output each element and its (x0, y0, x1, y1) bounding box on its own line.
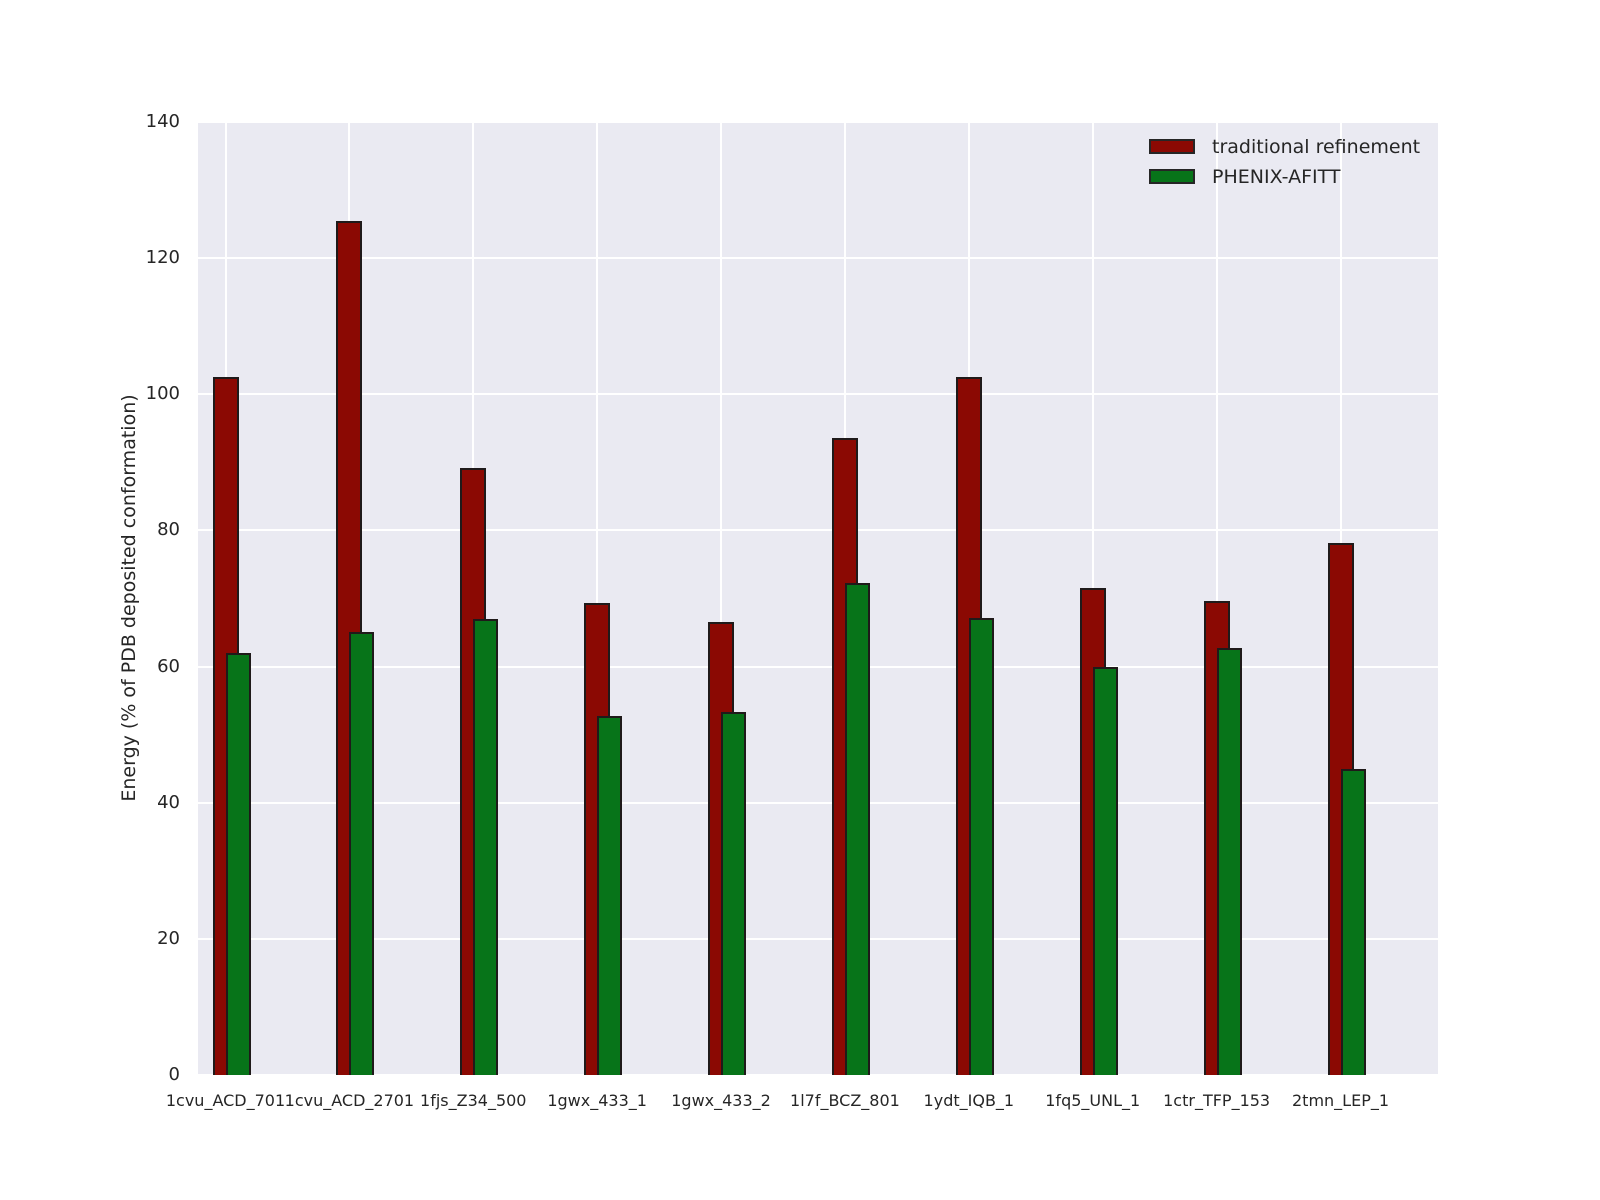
legend: traditional refinement PHENIX-AFITT (1149, 135, 1420, 188)
bar-phenix-afitt-2tmn_LEP_1 (1340, 768, 1366, 1075)
y-tick-label: 120 (145, 247, 180, 269)
legend-swatch-phenix-afitt (1149, 169, 1195, 184)
x-tick-label: 1gwx_433_1 (547, 1091, 647, 1110)
y-gridline (198, 393, 1438, 396)
bar-phenix-afitt-1cvu_ACD_701 (225, 652, 251, 1075)
y-tick-label: 80 (157, 519, 180, 541)
y-tick-label: 20 (157, 927, 180, 949)
y-gridline (198, 937, 1438, 940)
x-tick-label: 2tmn_LEP_1 (1291, 1091, 1390, 1110)
x-gridline (720, 122, 723, 1075)
legend-item-phenix-afitt: PHENIX-AFITT (1149, 165, 1420, 188)
bar-phenix-afitt-1ctr_TFP_153 (1216, 647, 1242, 1075)
legend-item-traditional-refinement: traditional refinement (1149, 135, 1420, 158)
bar-phenix-afitt-1fjs_Z34_500 (473, 618, 499, 1075)
y-gridline (198, 121, 1438, 123)
bar-phenix-afitt-1fq5_UNL_1 (1092, 666, 1118, 1075)
bar-phenix-afitt-1gwx_433_1 (597, 716, 623, 1075)
y-tick-label: 100 (145, 383, 180, 405)
y-tick-label: 60 (157, 655, 180, 677)
x-tick-label: 1cvu_ACD_2701 (284, 1091, 415, 1110)
y-axis-label: Energy (% of PDB deposited conformation) (118, 394, 140, 802)
y-gridline (198, 801, 1438, 804)
x-tick-label: 1fjs_Z34_500 (420, 1091, 527, 1110)
x-tick-label: 1ctr_TFP_153 (1163, 1091, 1271, 1110)
plot-area (198, 121, 1438, 1076)
y-gridline (198, 257, 1438, 260)
x-tick-label: 1gwx_433_2 (671, 1091, 771, 1110)
y-tick-label: 0 (168, 1064, 180, 1085)
bar-phenix-afitt-1l7f_BCZ_801 (844, 582, 870, 1075)
bar-phenix-afitt-1ydt_IQB_1 (968, 617, 994, 1075)
x-tick-label: 1fq5_UNL_1 (1045, 1091, 1141, 1110)
y-tick-label: 140 (145, 111, 180, 132)
x-tick-label: 1ydt_IQB_1 (923, 1091, 1015, 1110)
x-gridline (596, 122, 599, 1075)
bar-phenix-afitt-1cvu_ACD_2701 (349, 631, 375, 1075)
y-gridline (198, 1074, 1438, 1076)
y-gridline (198, 529, 1438, 532)
x-tick-label: 1cvu_ACD_701 (165, 1091, 286, 1110)
legend-swatch-traditional-refinement (1149, 139, 1195, 154)
y-gridline (198, 665, 1438, 668)
bar-phenix-afitt-1gwx_433_2 (721, 711, 747, 1075)
x-gridline (1215, 122, 1218, 1075)
x-tick-label: 1l7f_BCZ_801 (790, 1091, 900, 1110)
legend-label-phenix-afitt: PHENIX-AFITT (1212, 165, 1341, 188)
y-tick-label: 40 (157, 791, 180, 813)
legend-label-traditional-refinement: traditional refinement (1212, 135, 1421, 158)
